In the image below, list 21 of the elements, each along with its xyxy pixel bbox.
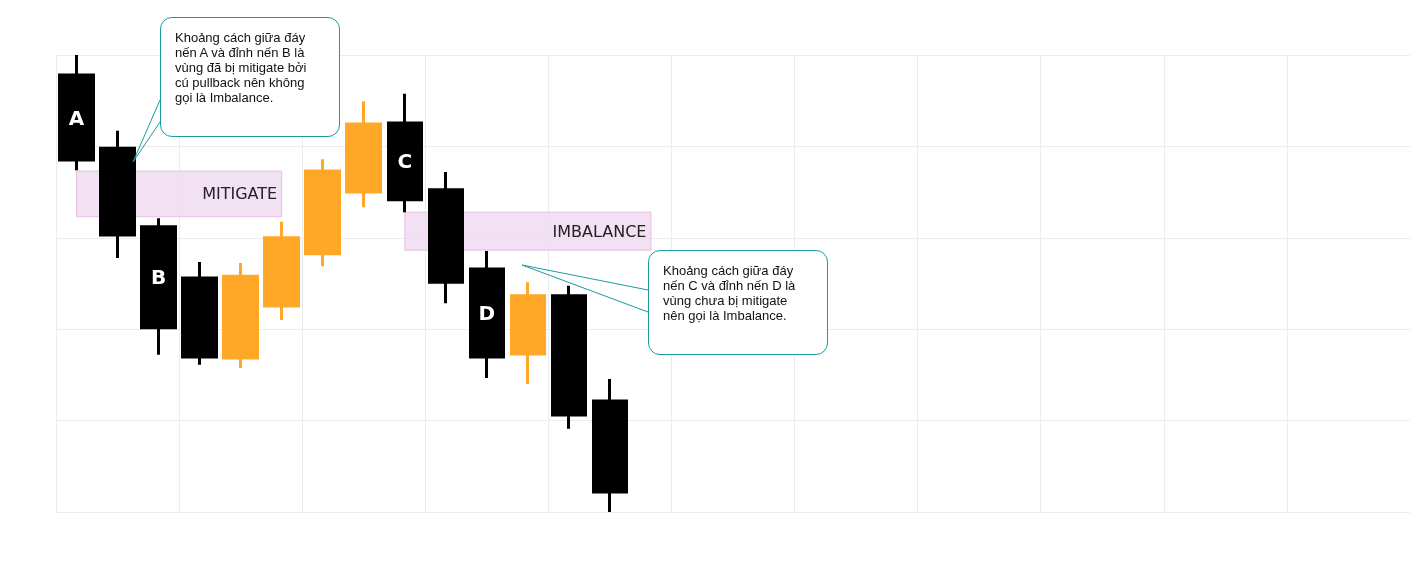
candlestick: [551, 285, 587, 429]
candlestick: [222, 262, 259, 369]
x-tick-label: A: [68, 105, 85, 130]
x-tick-label: B: [150, 265, 167, 290]
candlestick: [181, 262, 218, 365]
band-label: MITIGATE: [202, 184, 278, 204]
band-label: IMBALANCE: [552, 221, 647, 241]
candlestick: [140, 218, 177, 355]
x-tick-label: C: [397, 149, 413, 174]
candlestick: [263, 221, 300, 321]
x-tick-label: D: [478, 300, 496, 325]
candlestick: [428, 171, 464, 304]
candlestick: [469, 251, 505, 379]
candlestick: [99, 130, 136, 258]
candlestick: [510, 282, 546, 385]
candlestick: [592, 379, 628, 512]
annotation: Khoảng cách giữa đáy nến A và đỉnh nến B là vùng đã bị mitigate bởi cú pullback nên không gọi là Imbalance.: [160, 17, 340, 137]
candlestick: [387, 93, 423, 213]
candlestick: [304, 159, 341, 267]
candlestick: [58, 55, 95, 171]
candlestick: [345, 101, 382, 208]
